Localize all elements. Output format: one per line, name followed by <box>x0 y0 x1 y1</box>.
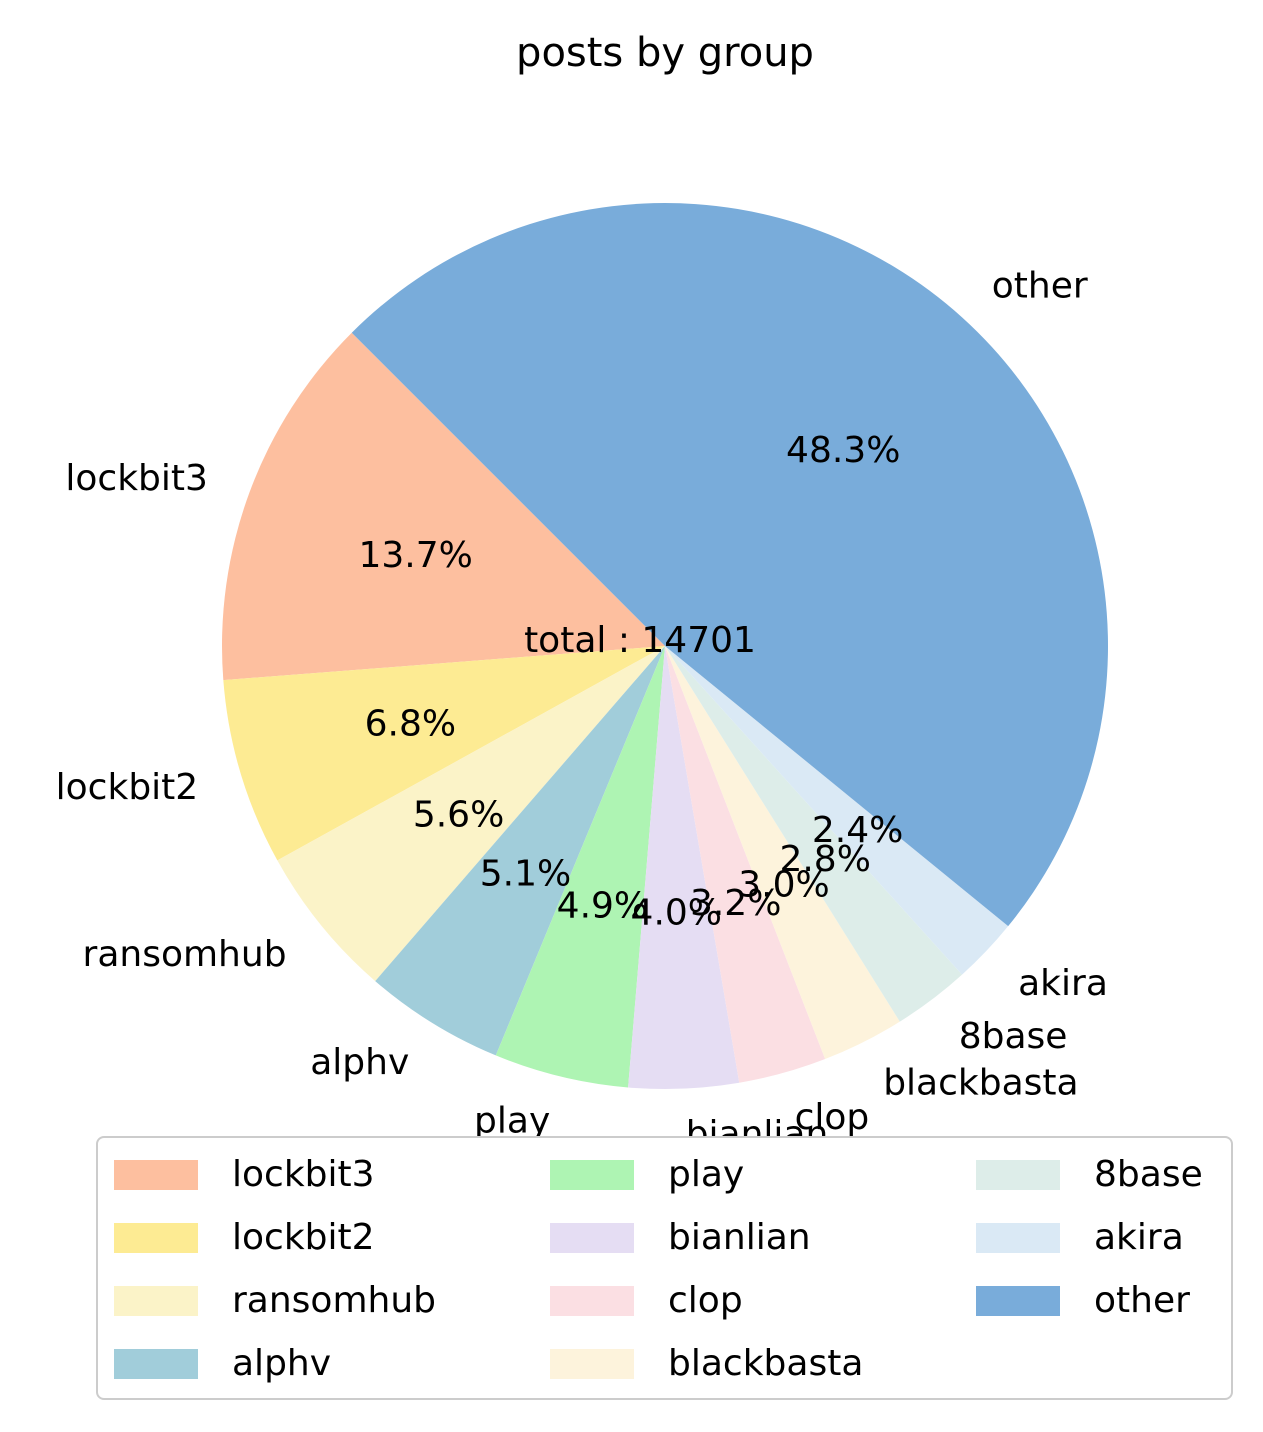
legend-item-ransomhub: ransomhub <box>114 1281 436 1321</box>
slice-percent-lockbit2: 6.8% <box>365 703 456 744</box>
legend-label: play <box>668 1154 745 1195</box>
legend-label: lockbit2 <box>232 1217 375 1258</box>
slice-percent-other: 48.3% <box>786 430 900 471</box>
slice-percent-alphv: 5.1% <box>480 853 571 894</box>
pie-slices <box>222 203 1109 1089</box>
pie-slice-other <box>351 203 1109 927</box>
slice-label-clop: clop <box>795 1097 870 1138</box>
legend-swatch <box>114 1349 198 1379</box>
legend-item-play: play <box>550 1155 744 1195</box>
slice-label-lockbit2: lockbit2 <box>56 767 199 808</box>
legend-label: 8base <box>1094 1154 1203 1195</box>
slice-percent-bianlian: 4.0% <box>631 893 722 934</box>
pie-slice-ransomhub <box>277 646 665 982</box>
pie-slice-alphv <box>375 646 665 1056</box>
legend-item-8base: 8base <box>976 1155 1203 1195</box>
pie-slice-akira <box>665 646 1009 975</box>
total-label: total : 14701 <box>524 620 756 661</box>
legend-swatch <box>550 1160 634 1190</box>
legend-swatch <box>550 1349 634 1379</box>
slice-label-play: play <box>474 1101 550 1142</box>
slice-percent-clop: 3.2% <box>690 883 781 924</box>
pie-slice-clop <box>665 646 826 1083</box>
slice-percent-ransomhub: 5.6% <box>413 794 504 835</box>
legend-label: other <box>1094 1280 1190 1321</box>
slice-percent-akira: 2.4% <box>812 810 903 851</box>
slice-label-alphv: alphv <box>310 1042 409 1083</box>
slice-label-lockbit3: lockbit3 <box>65 458 208 499</box>
legend-swatch <box>114 1160 198 1190</box>
legend-swatch <box>976 1286 1060 1316</box>
legend-label: blackbasta <box>668 1343 864 1384</box>
slice-label-ransomhub: ransomhub <box>83 934 287 975</box>
slice-percent-8base: 2.8% <box>779 839 870 880</box>
legend-label: alphv <box>232 1343 332 1384</box>
legend: lockbit3 lockbit2 ransomhub alphv play bianli… <box>96 1136 1233 1400</box>
legend-swatch <box>550 1286 634 1316</box>
legend-item-blackbasta: blackbasta <box>550 1344 863 1384</box>
slice-label-8base: 8base <box>959 1016 1068 1057</box>
pie-slice-blackbasta <box>665 646 900 1060</box>
legend-label: bianlian <box>668 1217 811 1258</box>
legend-label: akira <box>1094 1217 1184 1258</box>
legend-item-clop: clop <box>550 1281 743 1321</box>
slice-label-akira: akira <box>1018 963 1108 1004</box>
pie-slice-lockbit2 <box>223 646 665 861</box>
slice-label-blackbasta: blackbasta <box>883 1063 1078 1104</box>
chart-title: posts by group <box>516 30 814 76</box>
slice-percent-blackbasta: 3.0% <box>738 865 829 906</box>
pie-slice-bianlian <box>628 646 740 1089</box>
legend-item-alphv: alphv <box>114 1344 331 1384</box>
legend-item-lockbit2: lockbit2 <box>114 1218 375 1258</box>
legend-item-bianlian: bianlian <box>550 1218 811 1258</box>
pie-slice-8base <box>665 646 963 1022</box>
slice-label-other: other <box>992 266 1088 307</box>
legend-swatch <box>550 1223 634 1253</box>
slice-percent-play: 4.9% <box>557 885 648 926</box>
legend-swatch <box>976 1223 1060 1253</box>
legend-swatch <box>114 1286 198 1316</box>
legend-item-akira: akira <box>976 1218 1184 1258</box>
legend-item-lockbit3: lockbit3 <box>114 1155 375 1195</box>
legend-swatch <box>976 1160 1060 1190</box>
legend-label: clop <box>668 1280 743 1321</box>
legend-swatch <box>114 1223 198 1253</box>
slice-percent-lockbit3: 13.7% <box>359 535 473 576</box>
pie-slice-lockbit3 <box>222 332 665 681</box>
legend-label: lockbit3 <box>232 1154 375 1195</box>
legend-item-other: other <box>976 1281 1190 1321</box>
legend-label: ransomhub <box>232 1280 437 1321</box>
pie-slice-play <box>495 646 665 1088</box>
